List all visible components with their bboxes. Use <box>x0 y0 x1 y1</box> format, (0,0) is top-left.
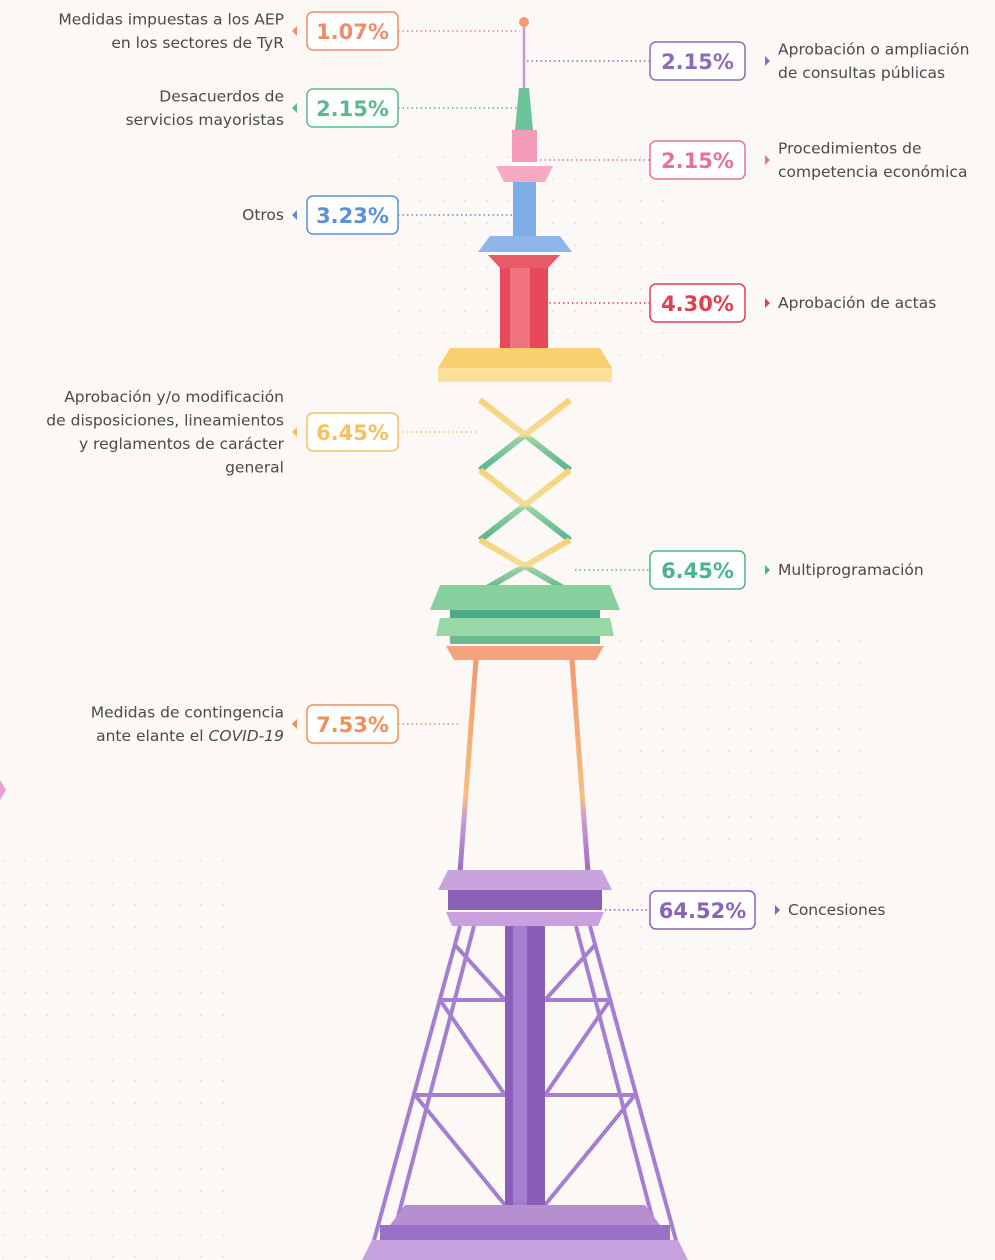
value-box <box>306 88 399 128</box>
arrow <box>292 103 297 113</box>
label-part: ante el <box>150 727 204 745</box>
label: Desacuerdos de <box>159 87 284 105</box>
arrow <box>292 210 297 220</box>
value: 1.07% <box>316 20 389 44</box>
label: Otros <box>242 206 284 224</box>
value-box <box>649 890 756 930</box>
arrow <box>765 298 770 308</box>
value: 2.15% <box>316 97 389 121</box>
value: 7.53% <box>316 713 389 737</box>
value-box <box>306 412 399 452</box>
value-box <box>306 195 399 235</box>
arrow <box>775 905 780 915</box>
label: Aprobación de actas <box>778 294 936 312</box>
label: Multiprogramación <box>778 561 924 579</box>
value-box <box>306 11 399 51</box>
value: 3.23% <box>316 204 389 228</box>
label: ante elante el COVID-19 <box>96 727 284 745</box>
value: 2.15% <box>661 50 734 74</box>
label: servicios mayoristas <box>126 111 284 129</box>
value-box <box>649 283 746 323</box>
label: Concesiones <box>788 901 886 919</box>
label: Medidas de contingencia <box>91 703 284 721</box>
label: de consultas públicas <box>778 64 945 82</box>
side-marker <box>0 780 6 800</box>
label: general <box>225 458 284 476</box>
arrow <box>292 26 297 36</box>
label: y reglamentos de carácter <box>79 435 285 453</box>
value: 6.45% <box>661 559 734 583</box>
arrow <box>765 565 770 575</box>
label: en los sectores de TyR <box>111 34 284 52</box>
label: Aprobación y/o modificación <box>64 388 284 406</box>
value: 6.45% <box>316 421 389 445</box>
dot-pattern <box>0 840 240 1260</box>
label: Procedimientos de <box>778 139 922 157</box>
value: 4.30% <box>661 292 734 316</box>
label: Medidas impuestas a los AEP <box>58 10 284 28</box>
label: Aprobación o ampliación <box>778 40 969 58</box>
value-box <box>649 140 746 180</box>
value-box <box>649 41 746 81</box>
dot-pattern <box>600 620 880 1000</box>
value: 2.15% <box>661 149 734 173</box>
arrow <box>765 155 770 165</box>
tower <box>362 17 688 1260</box>
arrow <box>765 56 770 66</box>
label: competencia económica <box>778 163 967 181</box>
label: de disposiciones, lineamientos <box>46 411 284 429</box>
label-emphasis: COVID-19 <box>209 727 284 745</box>
value-box <box>649 550 746 590</box>
arrow <box>292 427 297 437</box>
arrow <box>292 719 297 729</box>
value-box <box>306 704 399 744</box>
value: 64.52% <box>659 899 746 923</box>
